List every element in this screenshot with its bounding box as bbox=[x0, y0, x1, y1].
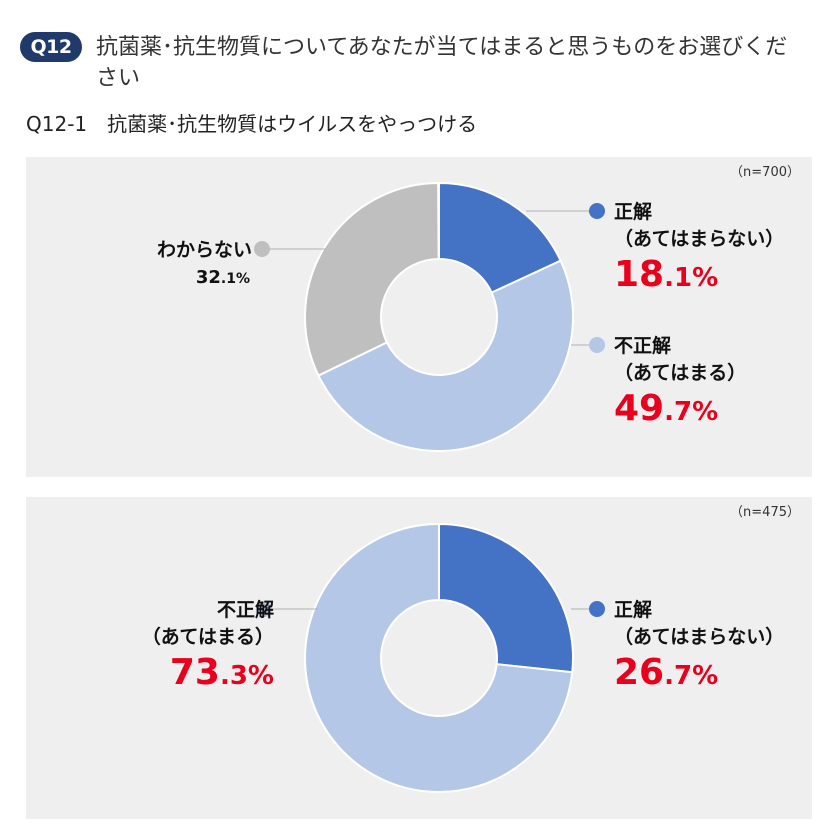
slice-unknown bbox=[304, 181, 440, 377]
question-badge: Q12 bbox=[20, 32, 82, 62]
correct-label: 正解 bbox=[614, 599, 653, 621]
legend-dot-correct bbox=[589, 601, 605, 617]
correct-percent-int: 18 bbox=[614, 254, 665, 295]
incorrect-label-group: 不正解 （あてはまる） 49.7% bbox=[614, 333, 746, 434]
incorrect-percent-frac: .3% bbox=[219, 661, 274, 691]
unknown-label-group: わからない 32.1% bbox=[157, 237, 252, 293]
slice-correct bbox=[438, 181, 562, 294]
correct-label-group: 正解 （あてはまらない） 26.7% bbox=[614, 597, 784, 698]
incorrect-label-group: 不正解 （あてはまる） 73.3% bbox=[142, 597, 274, 698]
incorrect-percent-int: 49 bbox=[614, 388, 665, 429]
slice-incorrect bbox=[304, 522, 574, 793]
correct-percent-frac: .7% bbox=[664, 661, 719, 691]
legend-dot-incorrect bbox=[256, 601, 272, 617]
unknown-percent: 32.1% bbox=[157, 264, 250, 293]
incorrect-label: 不正解 bbox=[216, 599, 274, 621]
correct-sublabel: （あてはまらない） bbox=[614, 228, 785, 250]
correct-percent: 26.7% bbox=[614, 651, 784, 698]
slice-correct bbox=[438, 522, 574, 674]
correct-percent-frac: .1% bbox=[664, 263, 719, 293]
correct-percent: 18.1% bbox=[614, 253, 784, 300]
donut-chart-1 bbox=[254, 181, 605, 452]
incorrect-sublabel: （あてはまる） bbox=[141, 626, 274, 648]
legend-dot-incorrect bbox=[589, 337, 605, 353]
question-title: 抗菌薬･抗生物質についてあなたが当てはまると思うものをお選びください bbox=[96, 35, 788, 91]
correct-label-group: 正解 （あてはまらない） 18.1% bbox=[614, 199, 784, 300]
sample-size-label: （n=475） bbox=[730, 505, 800, 520]
incorrect-percent: 49.7% bbox=[614, 387, 746, 434]
correct-sublabel: （あてはまらない） bbox=[614, 626, 785, 648]
incorrect-percent-frac: .7% bbox=[664, 397, 719, 427]
unknown-percent-frac: .1% bbox=[220, 271, 250, 287]
donut-chart-2 bbox=[256, 522, 605, 793]
chart-panel-2: （n=475） 正解 （あてはまらない） 26.7% 不正解 （あてはまる） 7… bbox=[26, 497, 812, 819]
legend-dot-correct bbox=[589, 203, 605, 219]
incorrect-percent-int: 73 bbox=[169, 652, 220, 693]
subquestion-title: Q12-1 抗菌薬･抗生物質はウイルスをやっつける bbox=[26, 112, 478, 136]
unknown-percent-int: 32 bbox=[195, 267, 221, 288]
sample-size-label: （n=700） bbox=[730, 165, 800, 180]
incorrect-percent: 73.3% bbox=[142, 651, 274, 698]
incorrect-sublabel: （あてはまる） bbox=[614, 362, 747, 384]
slice-incorrect bbox=[317, 259, 574, 452]
correct-label: 正解 bbox=[614, 201, 653, 223]
chart-panel-1: （n=700） 正解 （あてはまらない） 18.1% 不正解 （あてはまる） 4… bbox=[26, 157, 812, 477]
incorrect-label: 不正解 bbox=[614, 335, 672, 357]
unknown-label: わからない bbox=[156, 239, 252, 261]
correct-percent-int: 26 bbox=[614, 652, 665, 693]
legend-dot-unknown bbox=[254, 241, 270, 257]
